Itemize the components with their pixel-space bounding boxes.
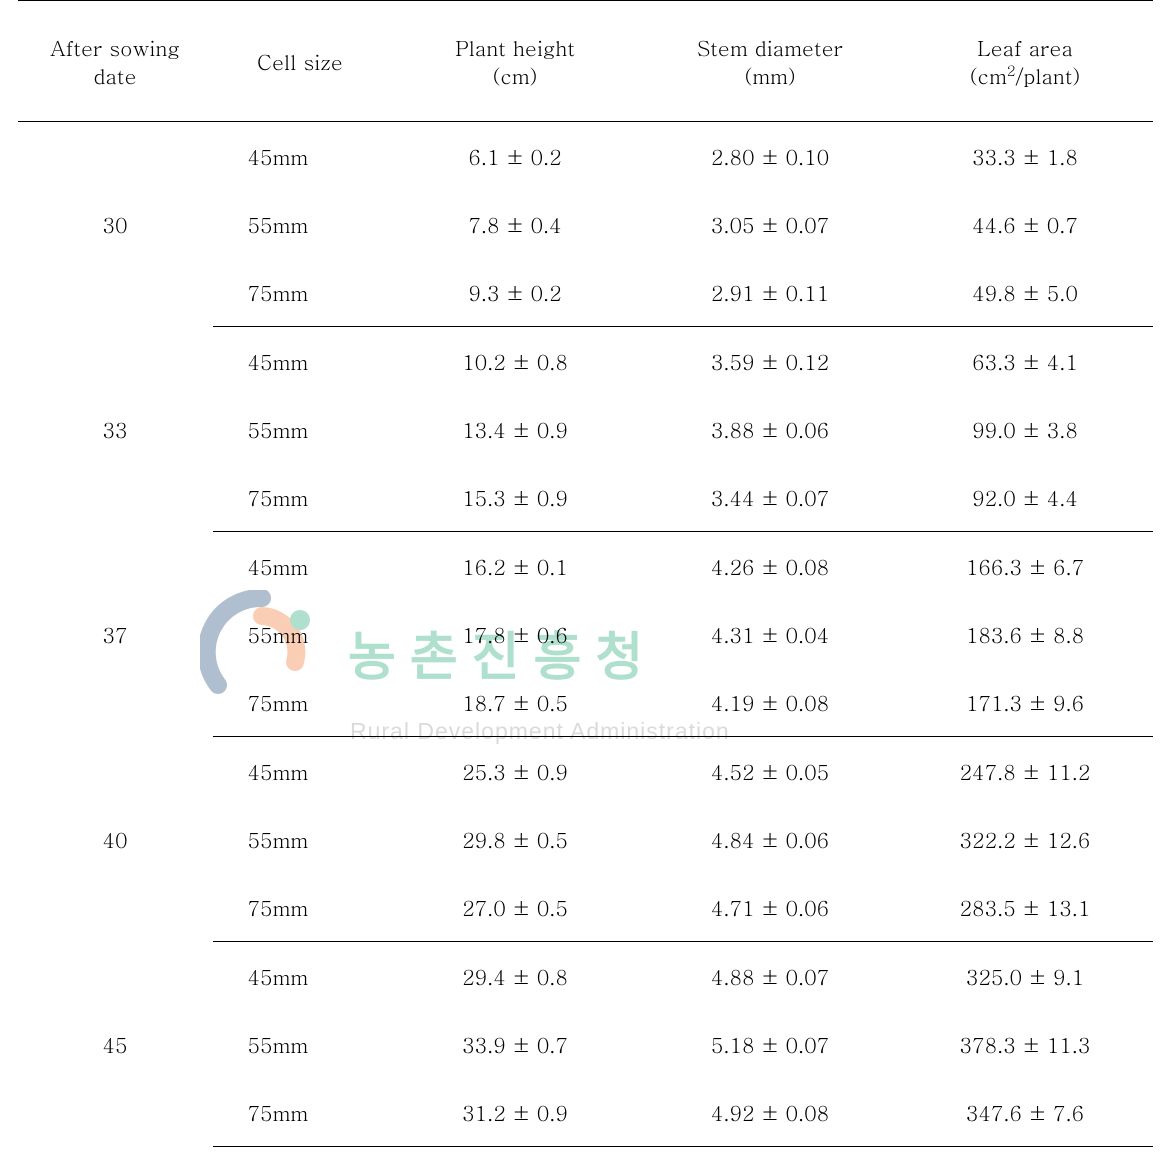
col-header-line1: Leaf area [977,32,1073,62]
cell-leaf-area: 63.3 ± 4.1 [898,327,1153,396]
cell-leaf-area: 347.6 ± 7.6 [898,1078,1153,1147]
cell-leaf-area: 283.5 ± 13.1 [898,873,1153,942]
cell-stem-diameter: 4.52 ± 0.05 [643,737,898,806]
cell-leaf-area: 325.0 ± 9.1 [898,942,1153,1011]
cell-stem-diameter: 4.88 ± 0.07 [643,942,898,1011]
data-table: After sowing date Cell size Plant height… [18,0,1153,1147]
table-row: 4045mm25.3 ± 0.94.52 ± 0.05247.8 ± 11.2 [18,737,1153,806]
cell-stem-diameter: 4.31 ± 0.04 [643,600,898,668]
table-row: 3045mm6.1 ± 0.22.80 ± 0.1033.3 ± 1.8 [18,122,1153,191]
table-body: 3045mm6.1 ± 0.22.80 ± 0.1033.3 ± 1.855mm… [18,122,1153,1147]
cell-stem-diameter: 4.92 ± 0.08 [643,1078,898,1147]
cell-stem-diameter: 5.18 ± 0.07 [643,1010,898,1078]
table-row: 3345mm10.2 ± 0.83.59 ± 0.1263.3 ± 4.1 [18,327,1153,396]
cell-cell-size: 45mm [213,532,388,601]
col-header-stem-diameter: Stem diameter (mm) [643,1,898,122]
cell-stem-diameter: 4.84 ± 0.06 [643,805,898,873]
cell-stem-diameter: 3.05 ± 0.07 [643,190,898,258]
cell-plant-height: 27.0 ± 0.5 [388,873,643,942]
cell-stem-diameter: 4.26 ± 0.08 [643,532,898,601]
cell-leaf-area: 378.3 ± 11.3 [898,1010,1153,1078]
col-header-after-sowing-date: After sowing date [18,1,213,122]
cell-cell-size: 75mm [213,873,388,942]
cell-plant-height: 33.9 ± 0.7 [388,1010,643,1078]
cell-plant-height: 9.3 ± 0.2 [388,258,643,327]
cell-plant-height: 15.3 ± 0.9 [388,463,643,532]
col-header-line2-suffix: /plant) [1015,60,1080,90]
col-header-plant-height: Plant height (cm) [388,1,643,122]
cell-cell-size: 75mm [213,668,388,737]
cell-plant-height: 16.2 ± 0.1 [388,532,643,601]
cell-cell-size: 55mm [213,1010,388,1078]
cell-leaf-area: 171.3 ± 9.6 [898,668,1153,737]
cell-cell-size: 75mm [213,463,388,532]
cell-after-sowing-date: 30 [18,122,213,327]
cell-plant-height: 25.3 ± 0.9 [388,737,643,806]
cell-after-sowing-date: 33 [18,327,213,532]
cell-cell-size: 55mm [213,805,388,873]
cell-stem-diameter: 3.59 ± 0.12 [643,327,898,396]
cell-leaf-area: 44.6 ± 0.7 [898,190,1153,258]
cell-cell-size: 55mm [213,190,388,258]
cell-after-sowing-date: 45 [18,942,213,1147]
cell-stem-diameter: 3.44 ± 0.07 [643,463,898,532]
cell-plant-height: 13.4 ± 0.9 [388,395,643,463]
table-container: 농촌진흥청 Rural Development Administration A… [0,0,1170,1147]
cell-cell-size: 75mm [213,258,388,327]
cell-stem-diameter: 4.71 ± 0.06 [643,873,898,942]
cell-plant-height: 29.8 ± 0.5 [388,805,643,873]
cell-leaf-area: 183.6 ± 8.8 [898,600,1153,668]
cell-plant-height: 6.1 ± 0.2 [388,122,643,191]
cell-after-sowing-date: 37 [18,532,213,737]
col-header-line1: Plant height [455,32,575,62]
cell-plant-height: 17.8 ± 0.6 [388,600,643,668]
cell-plant-height: 10.2 ± 0.8 [388,327,643,396]
cell-leaf-area: 33.3 ± 1.8 [898,122,1153,191]
col-header-line1: Cell size [257,46,343,76]
col-header-line1: After sowing [50,32,179,62]
cell-cell-size: 45mm [213,737,388,806]
table-header-row: After sowing date Cell size Plant height… [18,1,1153,122]
col-header-leaf-area: Leaf area (cm2/plant) [898,1,1153,122]
table-row: 3745mm16.2 ± 0.14.26 ± 0.08166.3 ± 6.7 [18,532,1153,601]
cell-leaf-area: 49.8 ± 5.0 [898,258,1153,327]
cell-cell-size: 55mm [213,395,388,463]
cell-cell-size: 45mm [213,122,388,191]
cell-plant-height: 18.7 ± 0.5 [388,668,643,737]
cell-stem-diameter: 3.88 ± 0.06 [643,395,898,463]
col-header-line1: Stem diameter [697,32,843,62]
cell-stem-diameter: 4.19 ± 0.08 [643,668,898,737]
cell-leaf-area: 99.0 ± 3.8 [898,395,1153,463]
col-header-line2: (mm) [744,60,795,90]
cell-cell-size: 55mm [213,600,388,668]
cell-leaf-area: 322.2 ± 12.6 [898,805,1153,873]
cell-leaf-area: 92.0 ± 4.4 [898,463,1153,532]
cell-cell-size: 45mm [213,942,388,1011]
cell-plant-height: 31.2 ± 0.9 [388,1078,643,1147]
cell-plant-height: 29.4 ± 0.8 [388,942,643,1011]
col-header-line2: (cm) [493,60,538,90]
cell-plant-height: 7.8 ± 0.4 [388,190,643,258]
cell-leaf-area: 166.3 ± 6.7 [898,532,1153,601]
cell-cell-size: 45mm [213,327,388,396]
cell-stem-diameter: 2.80 ± 0.10 [643,122,898,191]
col-header-line2-prefix: (cm [970,60,1007,90]
cell-stem-diameter: 2.91 ± 0.11 [643,258,898,327]
cell-leaf-area: 247.8 ± 11.2 [898,737,1153,806]
cell-cell-size: 75mm [213,1078,388,1147]
cell-after-sowing-date: 40 [18,737,213,942]
col-header-cell-size: Cell size [213,1,388,122]
table-row: 4545mm29.4 ± 0.84.88 ± 0.07325.0 ± 9.1 [18,942,1153,1011]
col-header-line2: date [93,60,136,90]
